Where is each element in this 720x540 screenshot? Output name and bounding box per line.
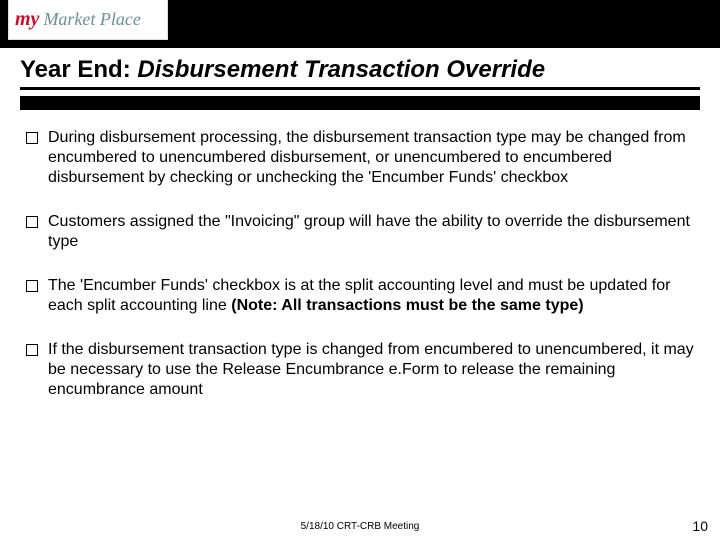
page-title: Year End: Disbursement Transaction Overr… xyxy=(20,56,700,90)
list-item: During disbursement processing, the disb… xyxy=(26,128,694,188)
bullet-text: During disbursement processing, the disb… xyxy=(48,128,694,188)
title-main: Disbursement Transaction Override xyxy=(131,56,545,83)
logo-text-market: Market Place xyxy=(43,9,140,30)
bullet-list: During disbursement processing, the disb… xyxy=(20,128,700,400)
content-area: Year End: Disbursement Transaction Overr… xyxy=(0,48,720,400)
checkbox-icon xyxy=(26,132,38,144)
bullet3-note: (Note: All transactions must be the same… xyxy=(231,297,583,314)
header-bar: my Market Place xyxy=(0,0,720,48)
checkbox-icon xyxy=(26,344,38,356)
footer-page-number: 10 xyxy=(692,518,708,534)
list-item: The 'Encumber Funds' checkbox is at the … xyxy=(26,276,694,316)
list-item: If the disbursement transaction type is … xyxy=(26,340,694,400)
title-underline-band xyxy=(20,96,700,110)
bullet-text: If the disbursement transaction type is … xyxy=(48,340,694,400)
logo: my Market Place xyxy=(8,0,168,40)
list-item: Customers assigned the "Invoicing" group… xyxy=(26,212,694,252)
title-prefix: Year End: xyxy=(20,56,131,83)
checkbox-icon xyxy=(26,216,38,228)
footer-meeting-text: 5/18/10 CRT-CRB Meeting xyxy=(0,521,720,532)
checkbox-icon xyxy=(26,280,38,292)
bullet-text: The 'Encumber Funds' checkbox is at the … xyxy=(48,276,694,316)
logo-text-my: my xyxy=(15,8,39,31)
bullet-text: Customers assigned the "Invoicing" group… xyxy=(48,212,694,252)
